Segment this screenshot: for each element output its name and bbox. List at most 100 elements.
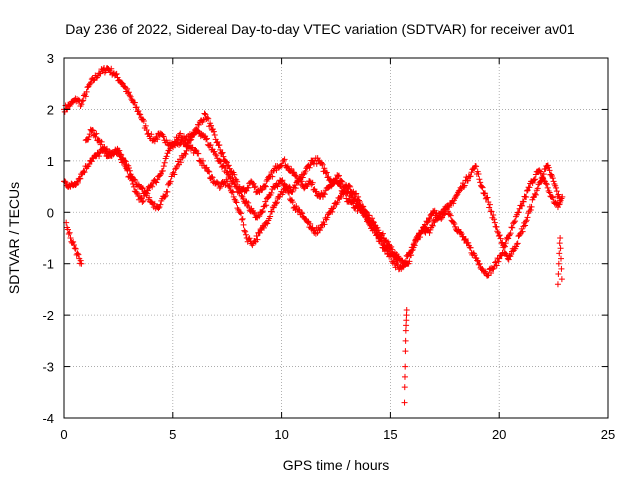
data-point [347, 183, 354, 190]
data-point [320, 190, 327, 197]
data-point [329, 208, 336, 215]
data-point [237, 209, 244, 216]
data-point [108, 65, 115, 72]
data-point [113, 70, 120, 77]
data-point [240, 221, 247, 228]
data-point [222, 164, 229, 171]
data-point [131, 176, 138, 183]
data-point [401, 384, 408, 391]
data-point [154, 136, 161, 143]
data-point [124, 85, 131, 92]
data-point [259, 186, 266, 193]
data-point [557, 199, 564, 205]
data-point [465, 239, 472, 246]
data-point [260, 224, 267, 231]
data-point [313, 160, 320, 167]
data-point [493, 262, 500, 269]
data-point [184, 143, 191, 150]
data-point [201, 110, 208, 117]
data-point [66, 229, 73, 236]
data-point [522, 218, 529, 225]
data-point [519, 202, 526, 209]
x-axis-label: GPS time / hours [283, 457, 390, 473]
data-point [334, 199, 341, 206]
data-point [199, 157, 206, 164]
data-point [217, 158, 224, 165]
axis-ticks: 0 5 10 15 20 25 -4 -3 -2 -1 0 1 2 3 [42, 51, 615, 442]
data-point [540, 171, 547, 178]
data-point [71, 241, 78, 248]
data-point [385, 245, 392, 252]
data-point [135, 107, 142, 114]
data-point [224, 178, 231, 185]
data-point [374, 231, 381, 238]
data-point [284, 163, 291, 170]
data-point [216, 141, 223, 148]
data-point [442, 210, 449, 217]
data-point [162, 192, 169, 199]
data-point [88, 158, 95, 165]
data-point [321, 221, 328, 228]
data-point [205, 168, 212, 175]
data-point [177, 130, 184, 137]
data-point [86, 133, 93, 140]
y-tick-label: -1 [42, 257, 54, 272]
data-point [128, 96, 135, 103]
data-point [324, 214, 331, 221]
data-point [488, 269, 495, 276]
data-point [532, 191, 539, 198]
data-point [118, 151, 125, 158]
data-point [559, 193, 566, 200]
data-point [153, 179, 160, 186]
data-point [369, 215, 376, 222]
chart-title: Day 236 of 2022, Sidereal Day-to-day VTE… [65, 21, 575, 37]
data-point [339, 178, 346, 185]
data-point [306, 164, 313, 171]
data-point [325, 173, 332, 180]
data-point [461, 182, 468, 189]
data-point [402, 257, 409, 264]
data-point [490, 211, 497, 218]
data-point [188, 136, 195, 143]
data-point [335, 173, 342, 180]
data-point [379, 230, 386, 237]
data-point [146, 194, 153, 201]
data-point [505, 256, 512, 263]
data-point [520, 198, 527, 205]
data-point [233, 199, 240, 206]
data-point [343, 195, 350, 202]
data-point [131, 99, 138, 106]
data-point [139, 185, 146, 192]
data-point [177, 159, 184, 166]
data-point [401, 399, 408, 406]
data-point [402, 363, 409, 370]
data-point [256, 213, 263, 220]
data-point [233, 185, 240, 192]
data-point [157, 201, 164, 208]
y-tick-label: -2 [42, 308, 54, 323]
data-point [406, 258, 413, 265]
data-point [306, 178, 313, 185]
data-point [207, 142, 214, 149]
data-point [500, 242, 507, 249]
data-point [77, 175, 84, 182]
data-point [346, 182, 353, 189]
grid-lines [64, 58, 608, 418]
data-point [74, 250, 81, 257]
data-point [514, 240, 521, 247]
data-point [143, 127, 150, 133]
data-point [549, 175, 556, 182]
data-point [195, 150, 202, 157]
data-point [291, 169, 298, 176]
data-point [210, 128, 217, 135]
data-point [90, 77, 97, 84]
data-point [531, 190, 538, 197]
data-point [179, 135, 186, 142]
x-tick-label: 15 [383, 427, 397, 442]
data-point [474, 257, 481, 264]
data-point [230, 193, 237, 200]
data-point [268, 208, 275, 215]
data-point [553, 184, 560, 191]
data-point [550, 178, 557, 185]
data-point [254, 236, 261, 243]
